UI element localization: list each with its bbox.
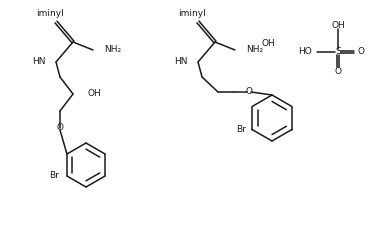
Text: OH: OH (262, 38, 276, 47)
Text: HO: HO (298, 47, 312, 56)
Text: Br: Br (236, 125, 246, 134)
Text: O: O (334, 68, 342, 76)
Text: OH: OH (331, 20, 345, 29)
Text: HN: HN (175, 58, 188, 67)
Text: S: S (335, 47, 341, 56)
Text: iminyl: iminyl (36, 9, 64, 18)
Text: NH₂: NH₂ (246, 45, 263, 54)
Text: O: O (245, 88, 253, 97)
Text: HN: HN (32, 58, 46, 67)
Text: OH: OH (87, 90, 101, 99)
Text: NH₂: NH₂ (104, 45, 121, 54)
Text: Br: Br (49, 171, 59, 180)
Text: iminyl: iminyl (178, 9, 206, 18)
Text: O: O (57, 124, 63, 133)
Text: O: O (358, 47, 365, 56)
